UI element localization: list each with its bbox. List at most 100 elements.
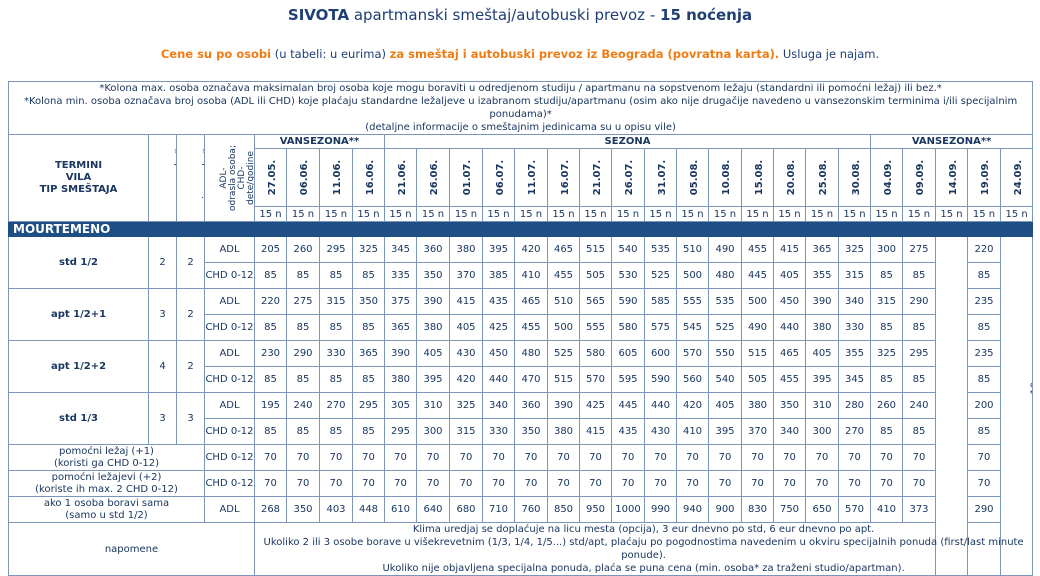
price-cell: 540	[611, 236, 645, 263]
price-cell: 85	[352, 366, 385, 393]
price-cell: 70	[676, 470, 709, 497]
price-cell: 70	[708, 470, 742, 497]
price-cell: 85	[352, 418, 385, 445]
price-cell: 295	[319, 236, 353, 263]
price-cell: 85	[352, 314, 385, 341]
nights-cell: 15 n	[547, 206, 580, 222]
price-cell: 280	[838, 392, 871, 419]
date-label: 04.09.	[883, 159, 895, 196]
price-cell: 370	[449, 262, 483, 289]
price-cell: 85	[254, 262, 287, 289]
price-cell: 70	[773, 470, 806, 497]
price-cell: 560	[676, 366, 709, 393]
price-cell: 570	[579, 366, 612, 393]
nights-cell: 15 n	[254, 206, 287, 222]
price-cell: 85	[254, 366, 287, 393]
date-header: 16.07.	[547, 148, 580, 207]
price-cell: 505	[579, 262, 612, 289]
price-cell: 70	[773, 444, 806, 471]
date-label: 25.08.	[818, 159, 830, 196]
date-header: 20.08.	[773, 148, 806, 207]
price-table: *Kolona max. osoba označava maksimalan b…	[7, 81, 1034, 576]
price-cell: 595	[611, 366, 645, 393]
price-cell: 325	[838, 236, 871, 263]
max-osoba: 4	[148, 340, 177, 393]
price-cell: 85	[286, 418, 320, 445]
price-cell: 70	[416, 470, 450, 497]
price-cell: 70	[514, 444, 548, 471]
price-cell: 940	[676, 496, 709, 523]
price-cell: 500	[547, 314, 580, 341]
price-cell: 515	[579, 236, 612, 263]
date-label: 31.07.	[657, 159, 669, 196]
extra-code: CHD 0-12	[204, 470, 255, 497]
price-cell: 525	[644, 262, 677, 289]
chd-label: CHD 0-12	[204, 366, 255, 393]
price-cell: 70	[482, 444, 515, 471]
nights-cell: 15 n	[611, 206, 645, 222]
price-cell: 315	[449, 418, 483, 445]
price-cell: 330	[838, 314, 871, 341]
price-cell: 650	[805, 496, 839, 523]
date-header: 30.08.	[838, 148, 871, 207]
price-cell: 235	[967, 288, 1001, 315]
price-cell: 270	[319, 392, 353, 419]
date-header: 21.06.	[384, 148, 417, 207]
date-label: 19.09.	[980, 159, 992, 196]
price-cell: 610	[384, 496, 417, 523]
napomene-label: napomene	[8, 522, 255, 576]
price-cell: 390	[416, 288, 450, 315]
extra-label-line: pomoćni ležaj (+1)	[59, 445, 154, 457]
price-cell: 440	[482, 366, 515, 393]
room-type: std 1/3	[8, 392, 149, 445]
season-sezona: SEZONA	[384, 134, 871, 149]
date-label: 05.08.	[689, 159, 701, 196]
price-cell: 525	[708, 314, 742, 341]
extra-label: pomoćni ležaj (+1) (koristi ga CHD 0-12)	[8, 444, 205, 471]
price-cell: 70	[805, 444, 839, 471]
header-adl-chd: ADL-odrasla osoba; CHD-dete/godine	[204, 134, 255, 222]
special-1409: samo na 5 i 10 n	[935, 236, 968, 576]
date-header: 06.07.	[482, 148, 515, 207]
price-cell: 270	[838, 418, 871, 445]
price-cell: 535	[644, 236, 677, 263]
price-cell: 85	[286, 314, 320, 341]
special-2409-text: samo na 10 n	[1029, 372, 1033, 441]
nights-cell: 15 n	[384, 206, 417, 222]
price-cell: 70	[352, 444, 385, 471]
price-cell: 448	[352, 496, 385, 523]
nights-cell: 15 n	[870, 206, 903, 222]
price-cell: 85	[967, 314, 1001, 341]
price-cell: 403	[319, 496, 353, 523]
title-nights: 15 noćenja	[660, 6, 753, 24]
price-cell: 390	[547, 392, 580, 419]
price-cell: 300	[805, 418, 839, 445]
price-cell: 450	[482, 340, 515, 367]
nights-cell: 15 n	[286, 206, 320, 222]
chd-label: CHD 0-12	[204, 262, 255, 289]
price-cell: 70	[579, 444, 612, 471]
price-cell: 295	[902, 340, 936, 367]
date-header: 31.07.	[644, 148, 677, 207]
price-cell: 70	[449, 444, 483, 471]
price-cell: 405	[416, 340, 450, 367]
price-cell: 70	[611, 470, 645, 497]
price-cell: 510	[676, 236, 709, 263]
price-cell: 310	[416, 392, 450, 419]
price-cell: 395	[416, 366, 450, 393]
price-cell: 510	[547, 288, 580, 315]
price-cell: 70	[254, 470, 287, 497]
date-label: 21.07.	[592, 159, 604, 196]
price-cell: 490	[708, 236, 742, 263]
price-cell: 240	[902, 392, 936, 419]
price-cell: 540	[708, 366, 742, 393]
date-label: 21.06.	[397, 159, 409, 196]
room-type: std 1/2	[8, 236, 149, 289]
price-cell: 575	[644, 314, 677, 341]
napomene-line: Ukoliko nije objavljena specijalna ponud…	[382, 563, 905, 574]
price-cell: 405	[773, 262, 806, 289]
price-cell: 230	[254, 340, 287, 367]
date-header: 16.06.	[352, 148, 385, 207]
subtitle-part-1: Cene su po osobi	[160, 47, 272, 61]
extra-label: pomoćni ležajevi (+2) (koriste ih max. 2 …	[8, 470, 205, 497]
